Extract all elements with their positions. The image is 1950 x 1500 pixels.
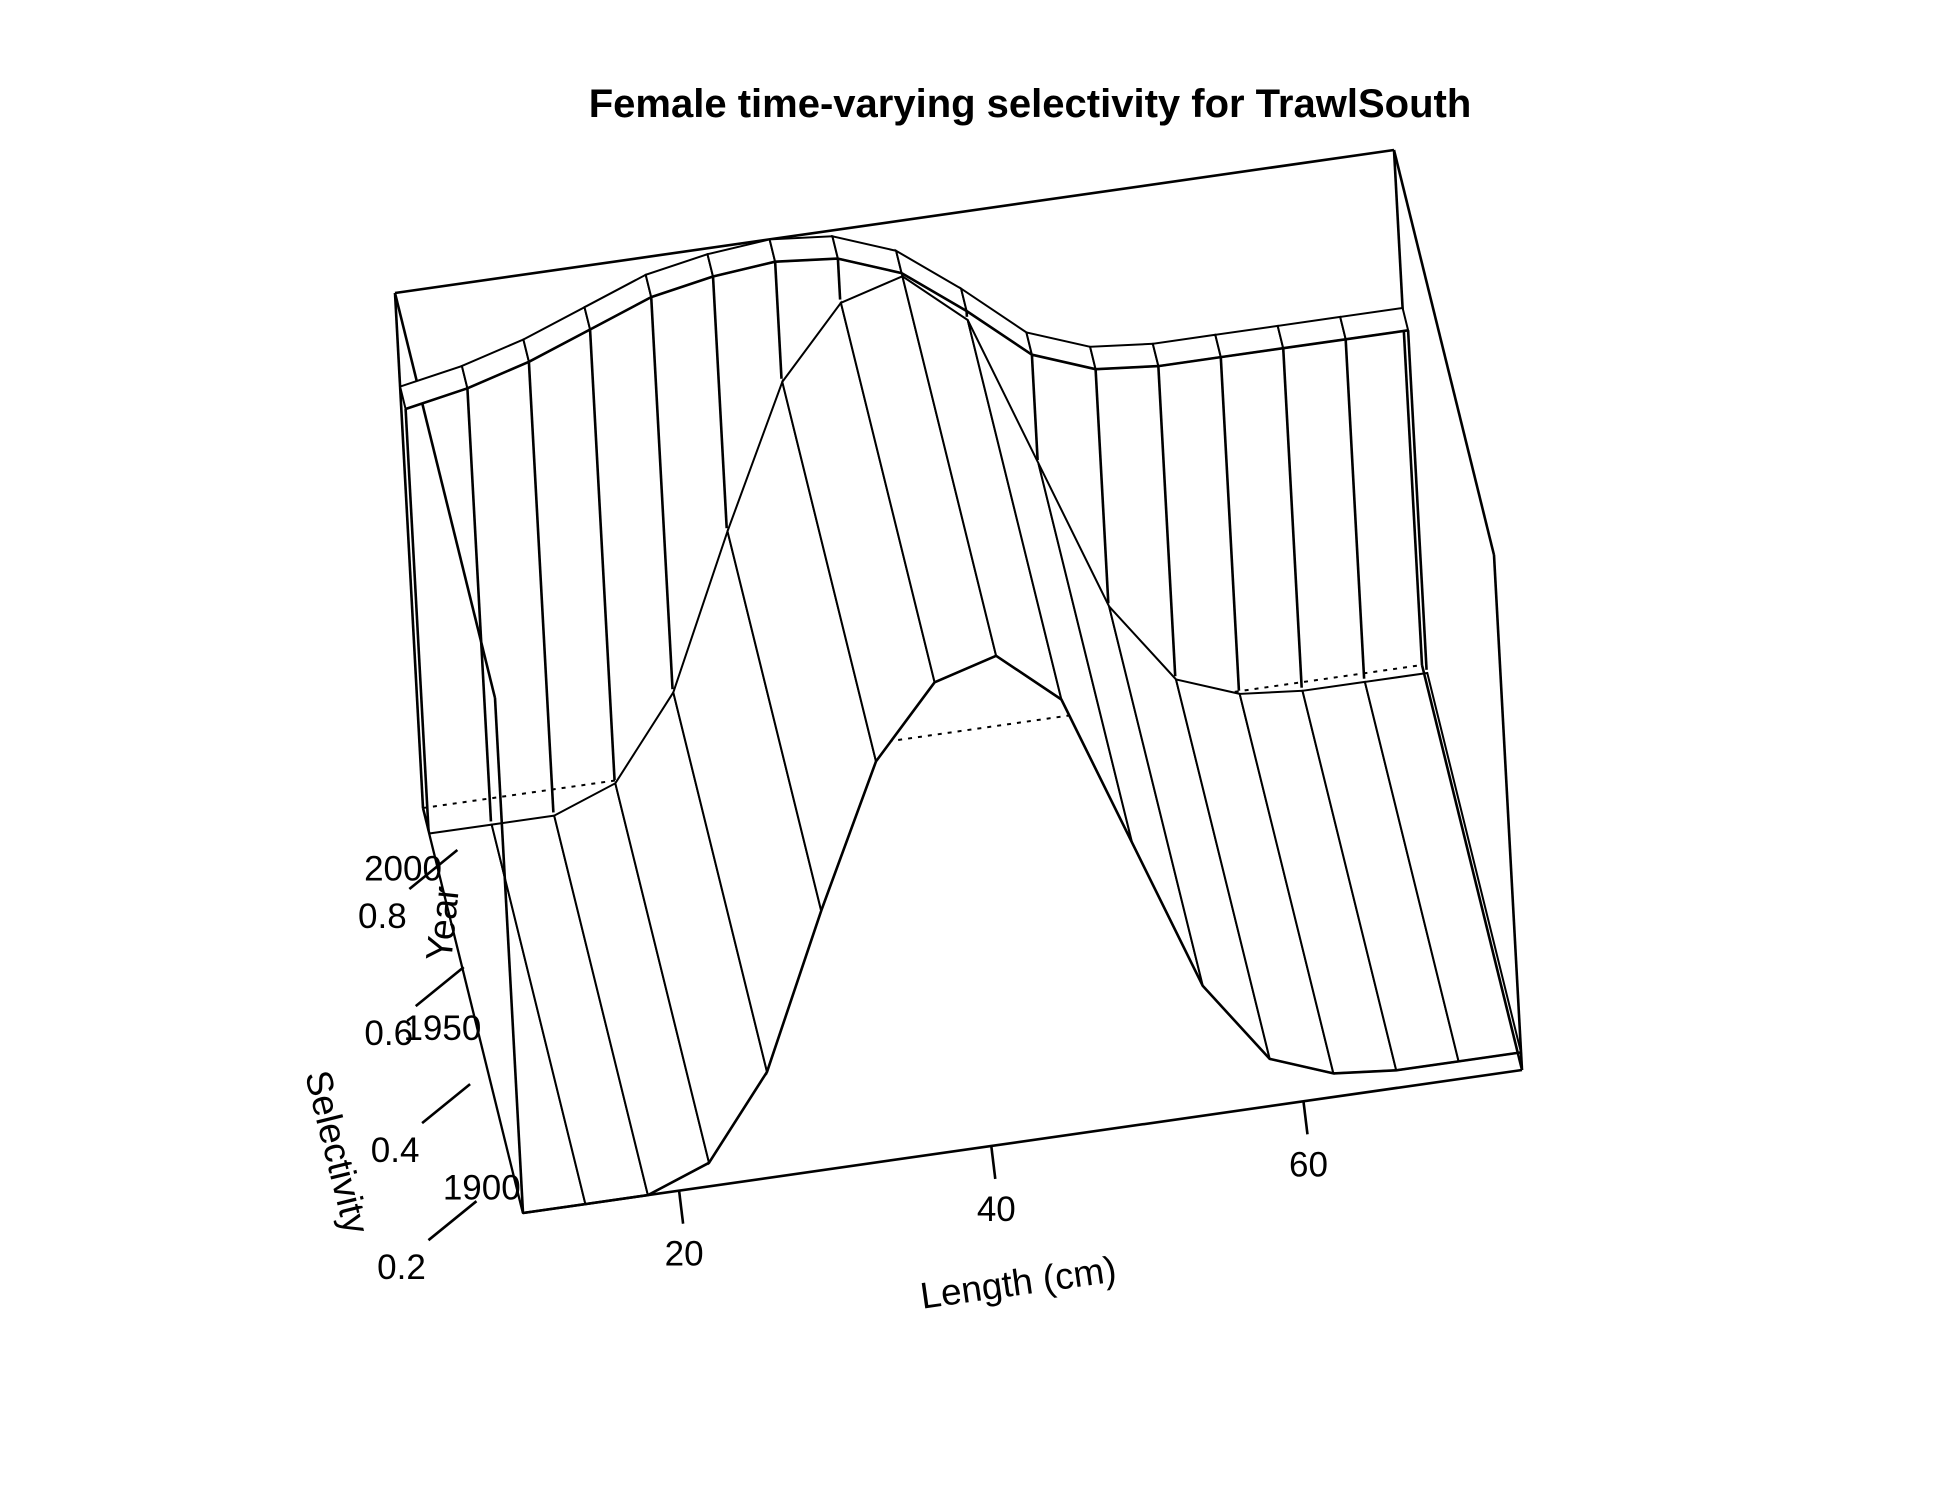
x-axis: 20 40 60 [665,1101,1328,1274]
box-edge [1392,149,1424,666]
z-tick-mark [414,966,465,1008]
y-axis-label: Year [418,884,467,963]
surface-step-line [836,258,842,300]
box-edge [1492,554,1524,1071]
surface-step-line [588,329,616,781]
z-tick-mark [421,1083,471,1125]
box-edge [393,292,425,809]
surface-profile [405,257,1409,411]
surface-step-line [649,297,674,690]
box-edge [1420,664,1524,1071]
surface-step-line [1406,330,1428,670]
surface-step-line [711,276,728,529]
z-tick-mark [408,849,459,891]
surface-mesh [398,234,1523,1215]
x-tick-mark [989,1145,997,1180]
z-axis: 0.2 0.4 0.6 0.8 [358,849,478,1287]
z-tick-label: 0.2 [377,1248,426,1287]
box-edge [394,148,1395,295]
x-tick-label: 20 [665,1235,704,1274]
y-axis: 1900 1950 2000 [364,850,521,1208]
surface-profile [522,654,1522,1215]
surface-facet [831,234,903,275]
box-edge-hidden [422,664,1423,809]
surface-step-line [1344,339,1366,679]
chart-title: Female time-varying selectivity for Traw… [589,82,1472,126]
box-edge [393,292,497,699]
bounding-box-front [493,554,1524,1215]
y-tick-label: 1900 [443,1168,521,1207]
surface-facet [644,252,715,299]
surface-step-line [1219,357,1241,691]
surface-step-line [1094,369,1110,604]
surface-facet [460,338,531,390]
z-tick-label: 0.4 [371,1131,420,1170]
surface-facet [398,364,469,411]
surface-step-line [1030,354,1039,461]
y-tick-label: 1950 [403,1009,481,1048]
x-tick-mark [1302,1101,1309,1135]
x-tick-mark [677,1190,685,1224]
surface-facet [1025,331,1097,371]
x-tick-label: 40 [977,1190,1016,1229]
x-tick-label: 60 [1289,1145,1328,1184]
surface-step-line [773,261,783,379]
z-tick-mark [427,1200,478,1242]
z-axis-label: Selectivity [297,1066,377,1238]
surface-step-line [1157,366,1177,677]
z-tick-label: 0.8 [358,897,407,936]
surface-step-line [1281,348,1303,688]
box-edge [1392,149,1496,556]
surface-step-line [527,361,555,813]
box-edge [493,697,525,1214]
surface-step-line [404,408,430,831]
z-tick-label: 0.6 [364,1014,413,1053]
box-edge [522,1068,1523,1215]
surface-step-line [466,388,493,822]
y-tick-label: 2000 [364,850,442,889]
x-axis-label: Length (cm) [918,1249,1119,1317]
